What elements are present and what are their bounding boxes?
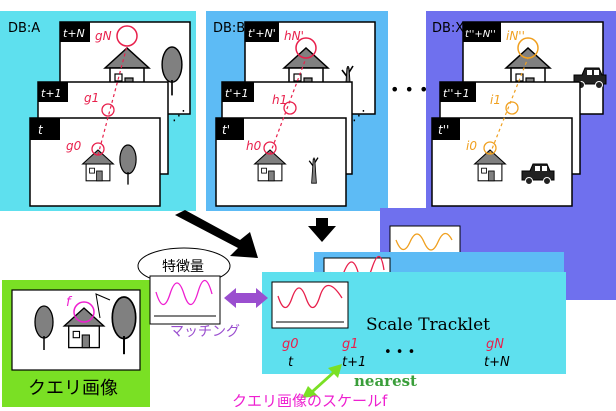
query-scale-caption: クエリ画像のスケールf bbox=[232, 392, 388, 407]
frame-scale-label: iN'' bbox=[506, 29, 525, 43]
frame-label: t' bbox=[222, 123, 230, 137]
frame-label: t+N bbox=[63, 27, 85, 40]
frame-scale-label: i0 bbox=[466, 139, 477, 153]
tracklet-t-label: t+N bbox=[484, 355, 510, 370]
feature-label: 特徴量 bbox=[162, 259, 204, 275]
frame-label: t'+1 bbox=[225, 87, 249, 100]
tracklet-g-label: gN bbox=[486, 337, 504, 352]
tracklet-t-label: t+1 bbox=[342, 355, 366, 370]
frame-scale-label: g0 bbox=[66, 139, 82, 153]
query-panel: f クエリ画像 bbox=[2, 280, 150, 407]
frame-scale-label: h1 bbox=[272, 93, 287, 107]
frame-label: t'' bbox=[438, 123, 449, 137]
tracklet-stack: • • • Scale Tracklet g0 g1 gN • • • t t+… bbox=[262, 208, 616, 374]
db-x-name: DB:X bbox=[432, 21, 464, 36]
tracklet-dots: • • • bbox=[384, 345, 415, 360]
frame-scale-label: i1 bbox=[490, 93, 501, 107]
query-scale-label: f bbox=[66, 295, 73, 310]
frame-scale-label: h0 bbox=[246, 139, 262, 153]
arrow-icon bbox=[308, 218, 336, 242]
matching-label: マッチング bbox=[170, 324, 240, 340]
frame-label: t+1 bbox=[41, 87, 62, 100]
nearest-arrow: nearest クエリ画像のスケールf bbox=[232, 364, 417, 410]
arrow-icon bbox=[175, 210, 258, 258]
tracklet-g-label: g1 bbox=[342, 337, 359, 352]
db-x-panel: DB:X t''+N'' iN'' t''+1 i1 t'' i0 bbox=[426, 11, 616, 211]
matching-arrow: マッチング bbox=[170, 288, 268, 340]
query-image-label: クエリ画像 bbox=[28, 378, 118, 399]
frame-scale-label: hN' bbox=[284, 29, 304, 43]
frame-label: t''+N'' bbox=[465, 29, 496, 40]
db-b-panel: DB:B t'+N' hN' t'+1 h1 ⋰ t' h0 bbox=[206, 11, 388, 211]
frame-scale-label: g1 bbox=[84, 91, 99, 105]
double-arrow-icon bbox=[302, 364, 342, 398]
frame-label: t bbox=[38, 123, 44, 137]
db-b-name: DB:B bbox=[213, 21, 245, 36]
feature-bubble: 特徴量 bbox=[95, 247, 231, 325]
frame-label: t'+N' bbox=[248, 27, 276, 40]
db-a-panel: DB:A t+N gN t+1 g1 ⋰ t g0 bbox=[0, 11, 196, 211]
svg-text:⋰: ⋰ bbox=[352, 108, 366, 124]
db-a-name: DB:A bbox=[8, 21, 40, 36]
frame-label: t''+1 bbox=[443, 87, 470, 100]
frame-scale-label: gN bbox=[95, 29, 112, 43]
nearest-label: nearest bbox=[354, 372, 417, 390]
double-arrow-icon bbox=[224, 288, 268, 308]
ellipsis: • • • bbox=[390, 80, 428, 99]
tracklet-title: Scale Tracklet bbox=[366, 315, 490, 335]
svg-text:⋰: ⋰ bbox=[172, 108, 186, 124]
tracklet-t-label: t bbox=[288, 355, 294, 370]
tracklet-g-label: g0 bbox=[282, 337, 299, 352]
